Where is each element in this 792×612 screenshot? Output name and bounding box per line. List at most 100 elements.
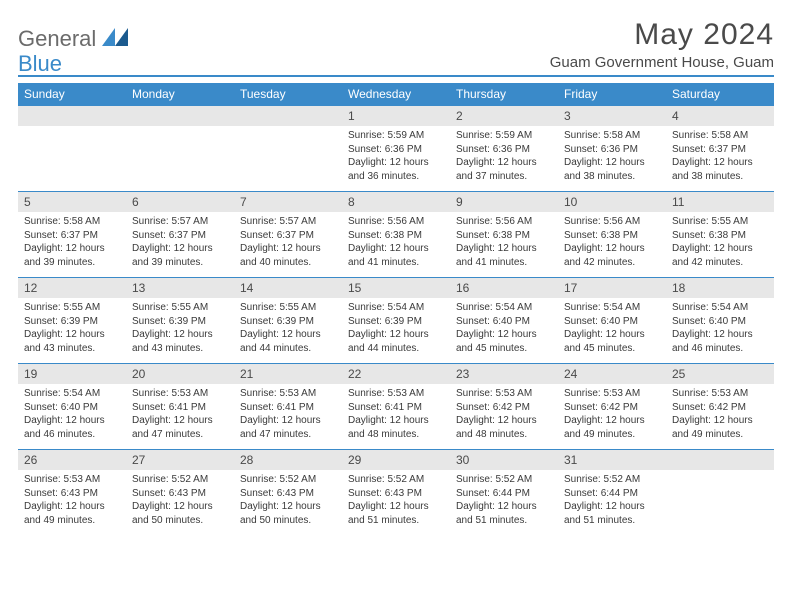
day-number: 5	[18, 192, 126, 212]
day-details: Sunrise: 5:54 AMSunset: 6:39 PMDaylight:…	[342, 298, 450, 361]
weekday-header: Sunday	[18, 83, 126, 106]
day-number: 21	[234, 364, 342, 384]
calendar-cell: 27Sunrise: 5:52 AMSunset: 6:43 PMDayligh…	[126, 450, 234, 536]
calendar-cell: 21Sunrise: 5:53 AMSunset: 6:41 PMDayligh…	[234, 364, 342, 450]
day-number: 11	[666, 192, 774, 212]
calendar-row: 1Sunrise: 5:59 AMSunset: 6:36 PMDaylight…	[18, 106, 774, 192]
calendar-cell: 23Sunrise: 5:53 AMSunset: 6:42 PMDayligh…	[450, 364, 558, 450]
calendar-cell: 7Sunrise: 5:57 AMSunset: 6:37 PMDaylight…	[234, 192, 342, 278]
logo-text-blue: Blue	[18, 51, 62, 76]
calendar-cell	[666, 450, 774, 536]
calendar-cell: 14Sunrise: 5:55 AMSunset: 6:39 PMDayligh…	[234, 278, 342, 364]
day-details: Sunrise: 5:52 AMSunset: 6:43 PMDaylight:…	[126, 470, 234, 533]
calendar-cell: 8Sunrise: 5:56 AMSunset: 6:38 PMDaylight…	[342, 192, 450, 278]
day-details: Sunrise: 5:55 AMSunset: 6:38 PMDaylight:…	[666, 212, 774, 275]
day-number: 20	[126, 364, 234, 384]
weekday-header: Tuesday	[234, 83, 342, 106]
day-number: 1	[342, 106, 450, 126]
day-number: 8	[342, 192, 450, 212]
calendar-cell: 31Sunrise: 5:52 AMSunset: 6:44 PMDayligh…	[558, 450, 666, 536]
day-details: Sunrise: 5:58 AMSunset: 6:37 PMDaylight:…	[666, 126, 774, 189]
day-details: Sunrise: 5:53 AMSunset: 6:42 PMDaylight:…	[666, 384, 774, 447]
day-number: 9	[450, 192, 558, 212]
day-number: 25	[666, 364, 774, 384]
calendar-cell: 30Sunrise: 5:52 AMSunset: 6:44 PMDayligh…	[450, 450, 558, 536]
calendar-cell: 15Sunrise: 5:54 AMSunset: 6:39 PMDayligh…	[342, 278, 450, 364]
day-number: 12	[18, 278, 126, 298]
calendar-cell: 29Sunrise: 5:52 AMSunset: 6:43 PMDayligh…	[342, 450, 450, 536]
day-number: 18	[666, 278, 774, 298]
day-details: Sunrise: 5:52 AMSunset: 6:43 PMDaylight:…	[234, 470, 342, 533]
calendar-cell: 22Sunrise: 5:53 AMSunset: 6:41 PMDayligh…	[342, 364, 450, 450]
calendar-row: 5Sunrise: 5:58 AMSunset: 6:37 PMDaylight…	[18, 192, 774, 278]
day-number: 15	[342, 278, 450, 298]
calendar-cell: 1Sunrise: 5:59 AMSunset: 6:36 PMDaylight…	[342, 106, 450, 192]
location-label: Guam Government House, Guam	[550, 54, 774, 71]
calendar-body: 1Sunrise: 5:59 AMSunset: 6:36 PMDaylight…	[18, 106, 774, 536]
day-number: 23	[450, 364, 558, 384]
header-rule	[18, 75, 774, 77]
day-number	[18, 106, 126, 126]
day-details: Sunrise: 5:53 AMSunset: 6:41 PMDaylight:…	[126, 384, 234, 447]
calendar-cell: 16Sunrise: 5:54 AMSunset: 6:40 PMDayligh…	[450, 278, 558, 364]
calendar-cell: 4Sunrise: 5:58 AMSunset: 6:37 PMDaylight…	[666, 106, 774, 192]
day-details: Sunrise: 5:55 AMSunset: 6:39 PMDaylight:…	[126, 298, 234, 361]
calendar-cell: 2Sunrise: 5:59 AMSunset: 6:36 PMDaylight…	[450, 106, 558, 192]
calendar-cell: 5Sunrise: 5:58 AMSunset: 6:37 PMDaylight…	[18, 192, 126, 278]
day-number: 24	[558, 364, 666, 384]
day-details: Sunrise: 5:53 AMSunset: 6:42 PMDaylight:…	[558, 384, 666, 447]
day-details: Sunrise: 5:55 AMSunset: 6:39 PMDaylight:…	[18, 298, 126, 361]
calendar-row: 12Sunrise: 5:55 AMSunset: 6:39 PMDayligh…	[18, 278, 774, 364]
weekday-header: Friday	[558, 83, 666, 106]
calendar-table: SundayMondayTuesdayWednesdayThursdayFrid…	[18, 83, 774, 536]
day-number: 10	[558, 192, 666, 212]
weekday-header: Thursday	[450, 83, 558, 106]
calendar-cell: 20Sunrise: 5:53 AMSunset: 6:41 PMDayligh…	[126, 364, 234, 450]
day-number: 19	[18, 364, 126, 384]
calendar-cell: 18Sunrise: 5:54 AMSunset: 6:40 PMDayligh…	[666, 278, 774, 364]
day-details: Sunrise: 5:56 AMSunset: 6:38 PMDaylight:…	[342, 212, 450, 275]
day-number: 13	[126, 278, 234, 298]
day-number: 29	[342, 450, 450, 470]
day-details: Sunrise: 5:52 AMSunset: 6:44 PMDaylight:…	[558, 470, 666, 533]
weekday-header: Wednesday	[342, 83, 450, 106]
weekday-header: Monday	[126, 83, 234, 106]
day-number: 16	[450, 278, 558, 298]
day-details: Sunrise: 5:57 AMSunset: 6:37 PMDaylight:…	[234, 212, 342, 275]
calendar-cell: 25Sunrise: 5:53 AMSunset: 6:42 PMDayligh…	[666, 364, 774, 450]
day-number: 31	[558, 450, 666, 470]
day-details: Sunrise: 5:53 AMSunset: 6:43 PMDaylight:…	[18, 470, 126, 533]
day-details: Sunrise: 5:55 AMSunset: 6:39 PMDaylight:…	[234, 298, 342, 361]
day-number: 14	[234, 278, 342, 298]
calendar-cell: 26Sunrise: 5:53 AMSunset: 6:43 PMDayligh…	[18, 450, 126, 536]
day-details: Sunrise: 5:54 AMSunset: 6:40 PMDaylight:…	[558, 298, 666, 361]
day-details: Sunrise: 5:57 AMSunset: 6:37 PMDaylight:…	[126, 212, 234, 275]
day-details: Sunrise: 5:59 AMSunset: 6:36 PMDaylight:…	[450, 126, 558, 189]
day-details: Sunrise: 5:53 AMSunset: 6:42 PMDaylight:…	[450, 384, 558, 447]
day-details: Sunrise: 5:52 AMSunset: 6:44 PMDaylight:…	[450, 470, 558, 533]
day-number: 30	[450, 450, 558, 470]
day-details: Sunrise: 5:52 AMSunset: 6:43 PMDaylight:…	[342, 470, 450, 533]
day-number: 4	[666, 106, 774, 126]
day-number: 27	[126, 450, 234, 470]
day-number: 7	[234, 192, 342, 212]
calendar-cell: 9Sunrise: 5:56 AMSunset: 6:38 PMDaylight…	[450, 192, 558, 278]
day-number: 6	[126, 192, 234, 212]
day-number: 17	[558, 278, 666, 298]
calendar-cell	[126, 106, 234, 192]
day-details: Sunrise: 5:56 AMSunset: 6:38 PMDaylight:…	[450, 212, 558, 275]
calendar-cell: 10Sunrise: 5:56 AMSunset: 6:38 PMDayligh…	[558, 192, 666, 278]
calendar-cell: 28Sunrise: 5:52 AMSunset: 6:43 PMDayligh…	[234, 450, 342, 536]
day-number: 28	[234, 450, 342, 470]
day-details: Sunrise: 5:54 AMSunset: 6:40 PMDaylight:…	[666, 298, 774, 361]
calendar-cell	[234, 106, 342, 192]
weekday-header-row: SundayMondayTuesdayWednesdayThursdayFrid…	[18, 83, 774, 106]
day-number: 22	[342, 364, 450, 384]
day-details: Sunrise: 5:56 AMSunset: 6:38 PMDaylight:…	[558, 212, 666, 275]
day-number: 3	[558, 106, 666, 126]
calendar-cell: 11Sunrise: 5:55 AMSunset: 6:38 PMDayligh…	[666, 192, 774, 278]
calendar-cell: 24Sunrise: 5:53 AMSunset: 6:42 PMDayligh…	[558, 364, 666, 450]
day-number: 26	[18, 450, 126, 470]
day-number	[126, 106, 234, 126]
day-details: Sunrise: 5:54 AMSunset: 6:40 PMDaylight:…	[450, 298, 558, 361]
